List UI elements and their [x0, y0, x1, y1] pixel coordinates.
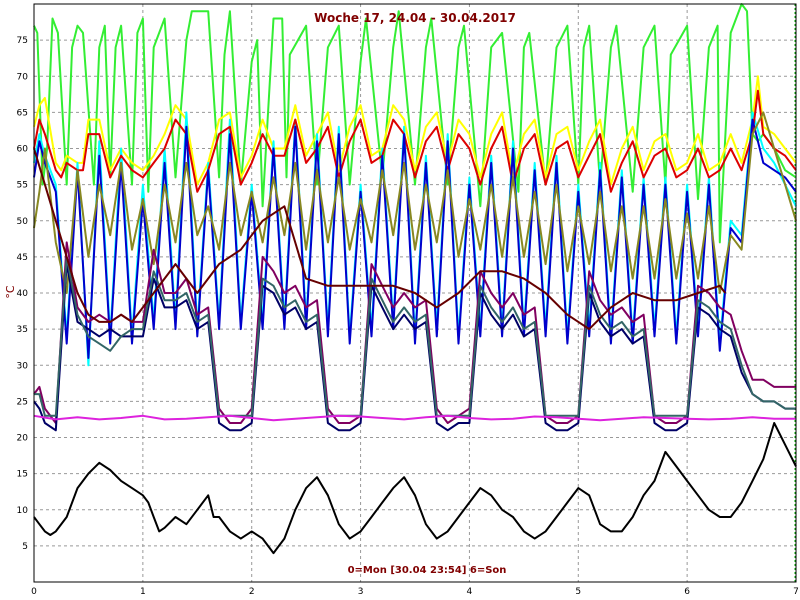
y-tick-label: 35	[17, 325, 28, 335]
y-tick-label: 5	[22, 542, 28, 552]
y-tick-label: 60	[17, 145, 29, 155]
series-line-2	[33, 75, 797, 186]
x-tick-label: 3	[358, 587, 364, 597]
x-tick-label: 0	[31, 587, 37, 597]
x-tick-label: 7	[793, 587, 799, 597]
x-tick-label: 1	[140, 587, 146, 597]
x-tick-label: 5	[575, 587, 581, 597]
chart-footer: 0=Mon [30.04 23:54] 6=Son	[348, 565, 507, 576]
y-tick-label: 55	[17, 181, 28, 191]
series-line-12	[33, 422, 797, 555]
x-tick-label: 2	[249, 587, 255, 597]
y-tick-label: 10	[17, 506, 29, 516]
y-tick-label: 15	[17, 470, 28, 480]
y-tick-label: 20	[17, 434, 29, 444]
y-tick-label: 30	[17, 361, 29, 371]
y-tick-label: 40	[17, 289, 29, 299]
series-line-1	[33, 3, 797, 244]
x-tick-label: 4	[467, 587, 473, 597]
y-axis-label: °C	[4, 285, 17, 299]
y-tick-label: 75	[17, 36, 28, 46]
series-line-9	[34, 255, 796, 417]
y-tick-label: 70	[17, 72, 29, 82]
y-tick-label: 65	[17, 108, 28, 118]
series-line-11	[33, 414, 796, 422]
x-tick-label: 6	[684, 587, 690, 597]
series-line-8	[33, 263, 796, 432]
y-tick-label: 50	[17, 217, 29, 227]
chart-title: Woche 17, 24.04 - 30.04.2017	[314, 11, 516, 25]
plot-frame	[33, 3, 797, 583]
series-layer	[33, 3, 797, 555]
y-tick-label: 45	[17, 253, 28, 263]
y-tick-label: 25	[17, 397, 28, 407]
series-line-6	[33, 111, 797, 294]
series-line-10	[33, 148, 727, 331]
series-line-7	[33, 241, 796, 424]
